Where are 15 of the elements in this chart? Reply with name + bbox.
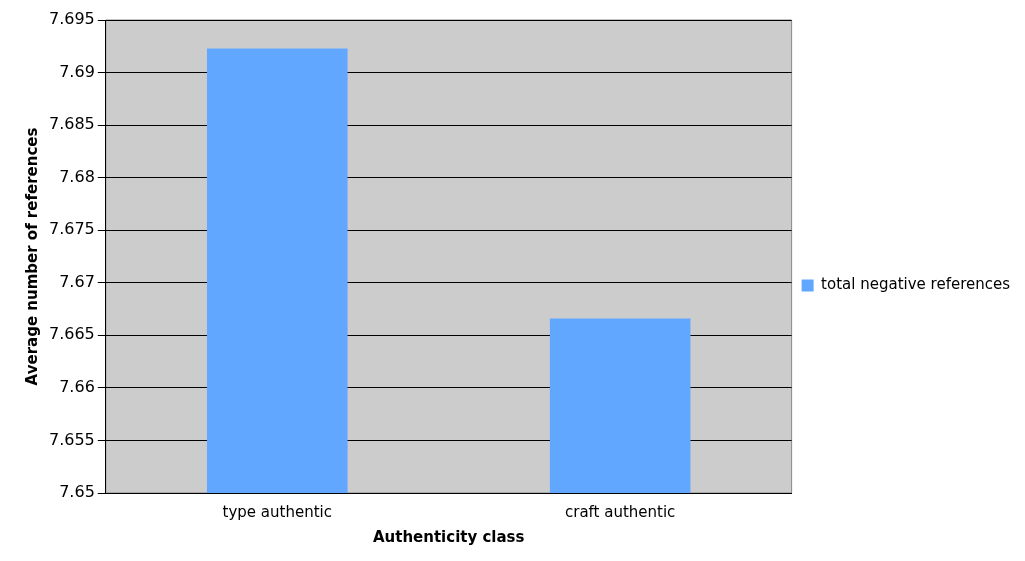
y-tick-label: 7.65 bbox=[59, 482, 95, 502]
y-tick-label: 7.68 bbox=[59, 166, 95, 186]
y-tick-label: 7.66 bbox=[59, 377, 95, 397]
y-tick-label: 7.655 bbox=[48, 429, 95, 449]
x-axis-title: Authenticity class bbox=[372, 527, 525, 546]
y-tick-label: 7.67 bbox=[59, 271, 95, 291]
y-tick-label: 7.695 bbox=[48, 9, 95, 29]
y-tick-label: 7.69 bbox=[59, 61, 95, 81]
y-tick-label: 7.675 bbox=[48, 219, 95, 239]
x-tick-label: type authentic bbox=[222, 502, 332, 521]
y-axis-title: Average number of references bbox=[22, 127, 41, 386]
x-tick-label: craft authentic bbox=[564, 502, 676, 521]
y-tick-label: 7.665 bbox=[48, 324, 95, 344]
y-tick-label: 7.685 bbox=[48, 114, 95, 134]
legend-label: total negative references bbox=[821, 275, 1011, 294]
